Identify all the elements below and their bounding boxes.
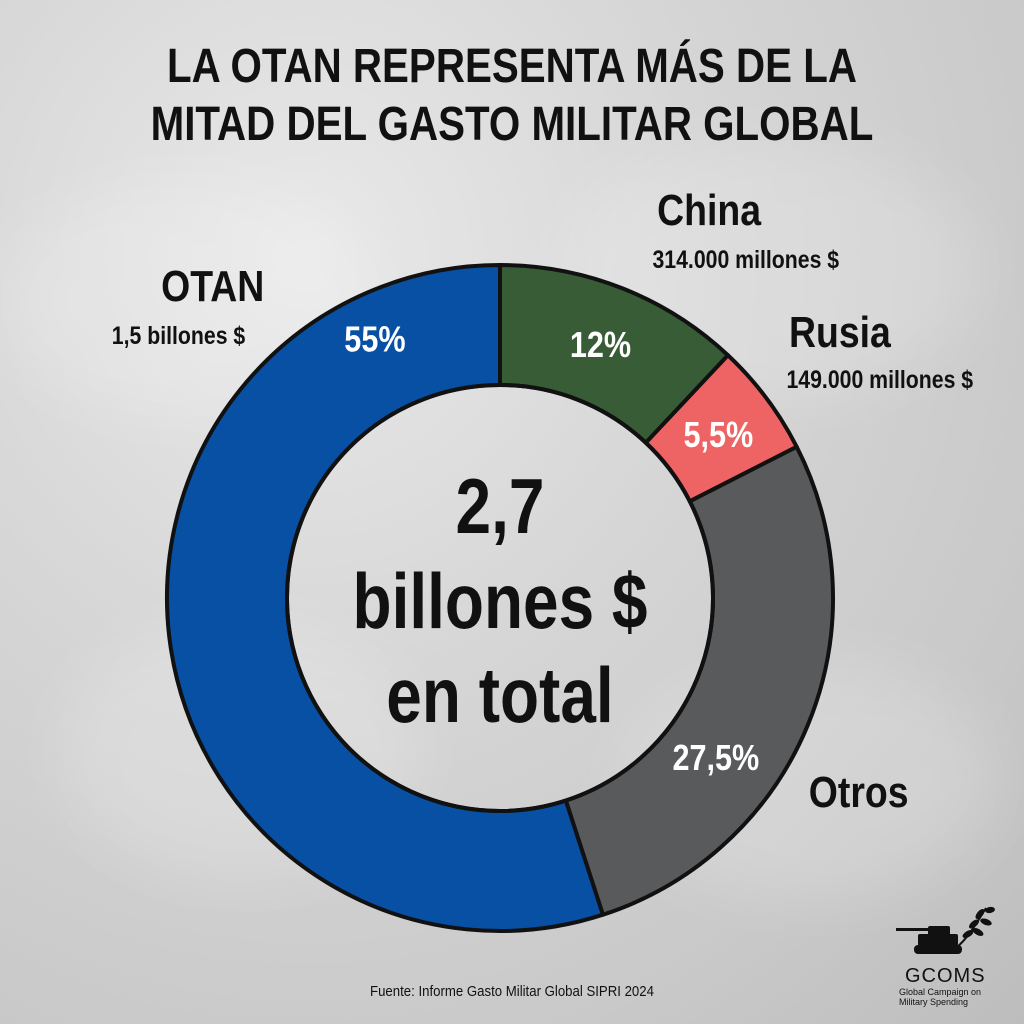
title-line-1: LA OTAN REPRESENTA MÁS DE LA (167, 40, 857, 93)
otan-label-name: OTAN (161, 262, 265, 311)
rusia-label-value: 149.000 millones $ (786, 366, 974, 394)
title-line-2: MITAD DEL GASTO MILITAR GLOBAL (150, 98, 874, 151)
percent-label-otan: 55% (344, 320, 405, 360)
percent-label-rusia: 5,5% (683, 416, 753, 456)
center-total: 2,7 billones $ en total (353, 463, 648, 739)
logo-tagline-line-1: Global Campaign on (899, 987, 982, 997)
center-total-number: 2,7 (456, 463, 545, 550)
center-total-suffix: en total (386, 652, 613, 739)
center-total-unit: billones $ (353, 558, 648, 645)
percent-labels: 12% 5,5% 27,5% 55% (344, 320, 759, 778)
gcoms-logo-icon (896, 906, 995, 954)
donut-slices (165, 263, 835, 933)
otros-label-name: Otros (808, 768, 909, 817)
source-note: Fuente: Informe Gasto Militar Global SIP… (370, 983, 654, 1000)
logo-tagline-line-2: Military Spending (899, 997, 969, 1007)
rusia-label-name: Rusia (788, 308, 891, 357)
donut-inner-ring (285, 383, 715, 813)
china-label-value: 314.000 millones $ (652, 246, 840, 274)
otan-label-value: 1,5 billones $ (111, 322, 246, 350)
percent-label-china: 12% (570, 326, 631, 366)
logo-tagline: Global Campaign on Military Spending (899, 987, 981, 1007)
logo-wordmark: GCOMS (905, 965, 986, 987)
china-label-name: China (657, 186, 762, 235)
chart-title: LA OTAN REPRESENTA MÁS DE LA MITAD DEL G… (82, 38, 942, 154)
percent-label-otros: 27,5% (672, 739, 759, 779)
